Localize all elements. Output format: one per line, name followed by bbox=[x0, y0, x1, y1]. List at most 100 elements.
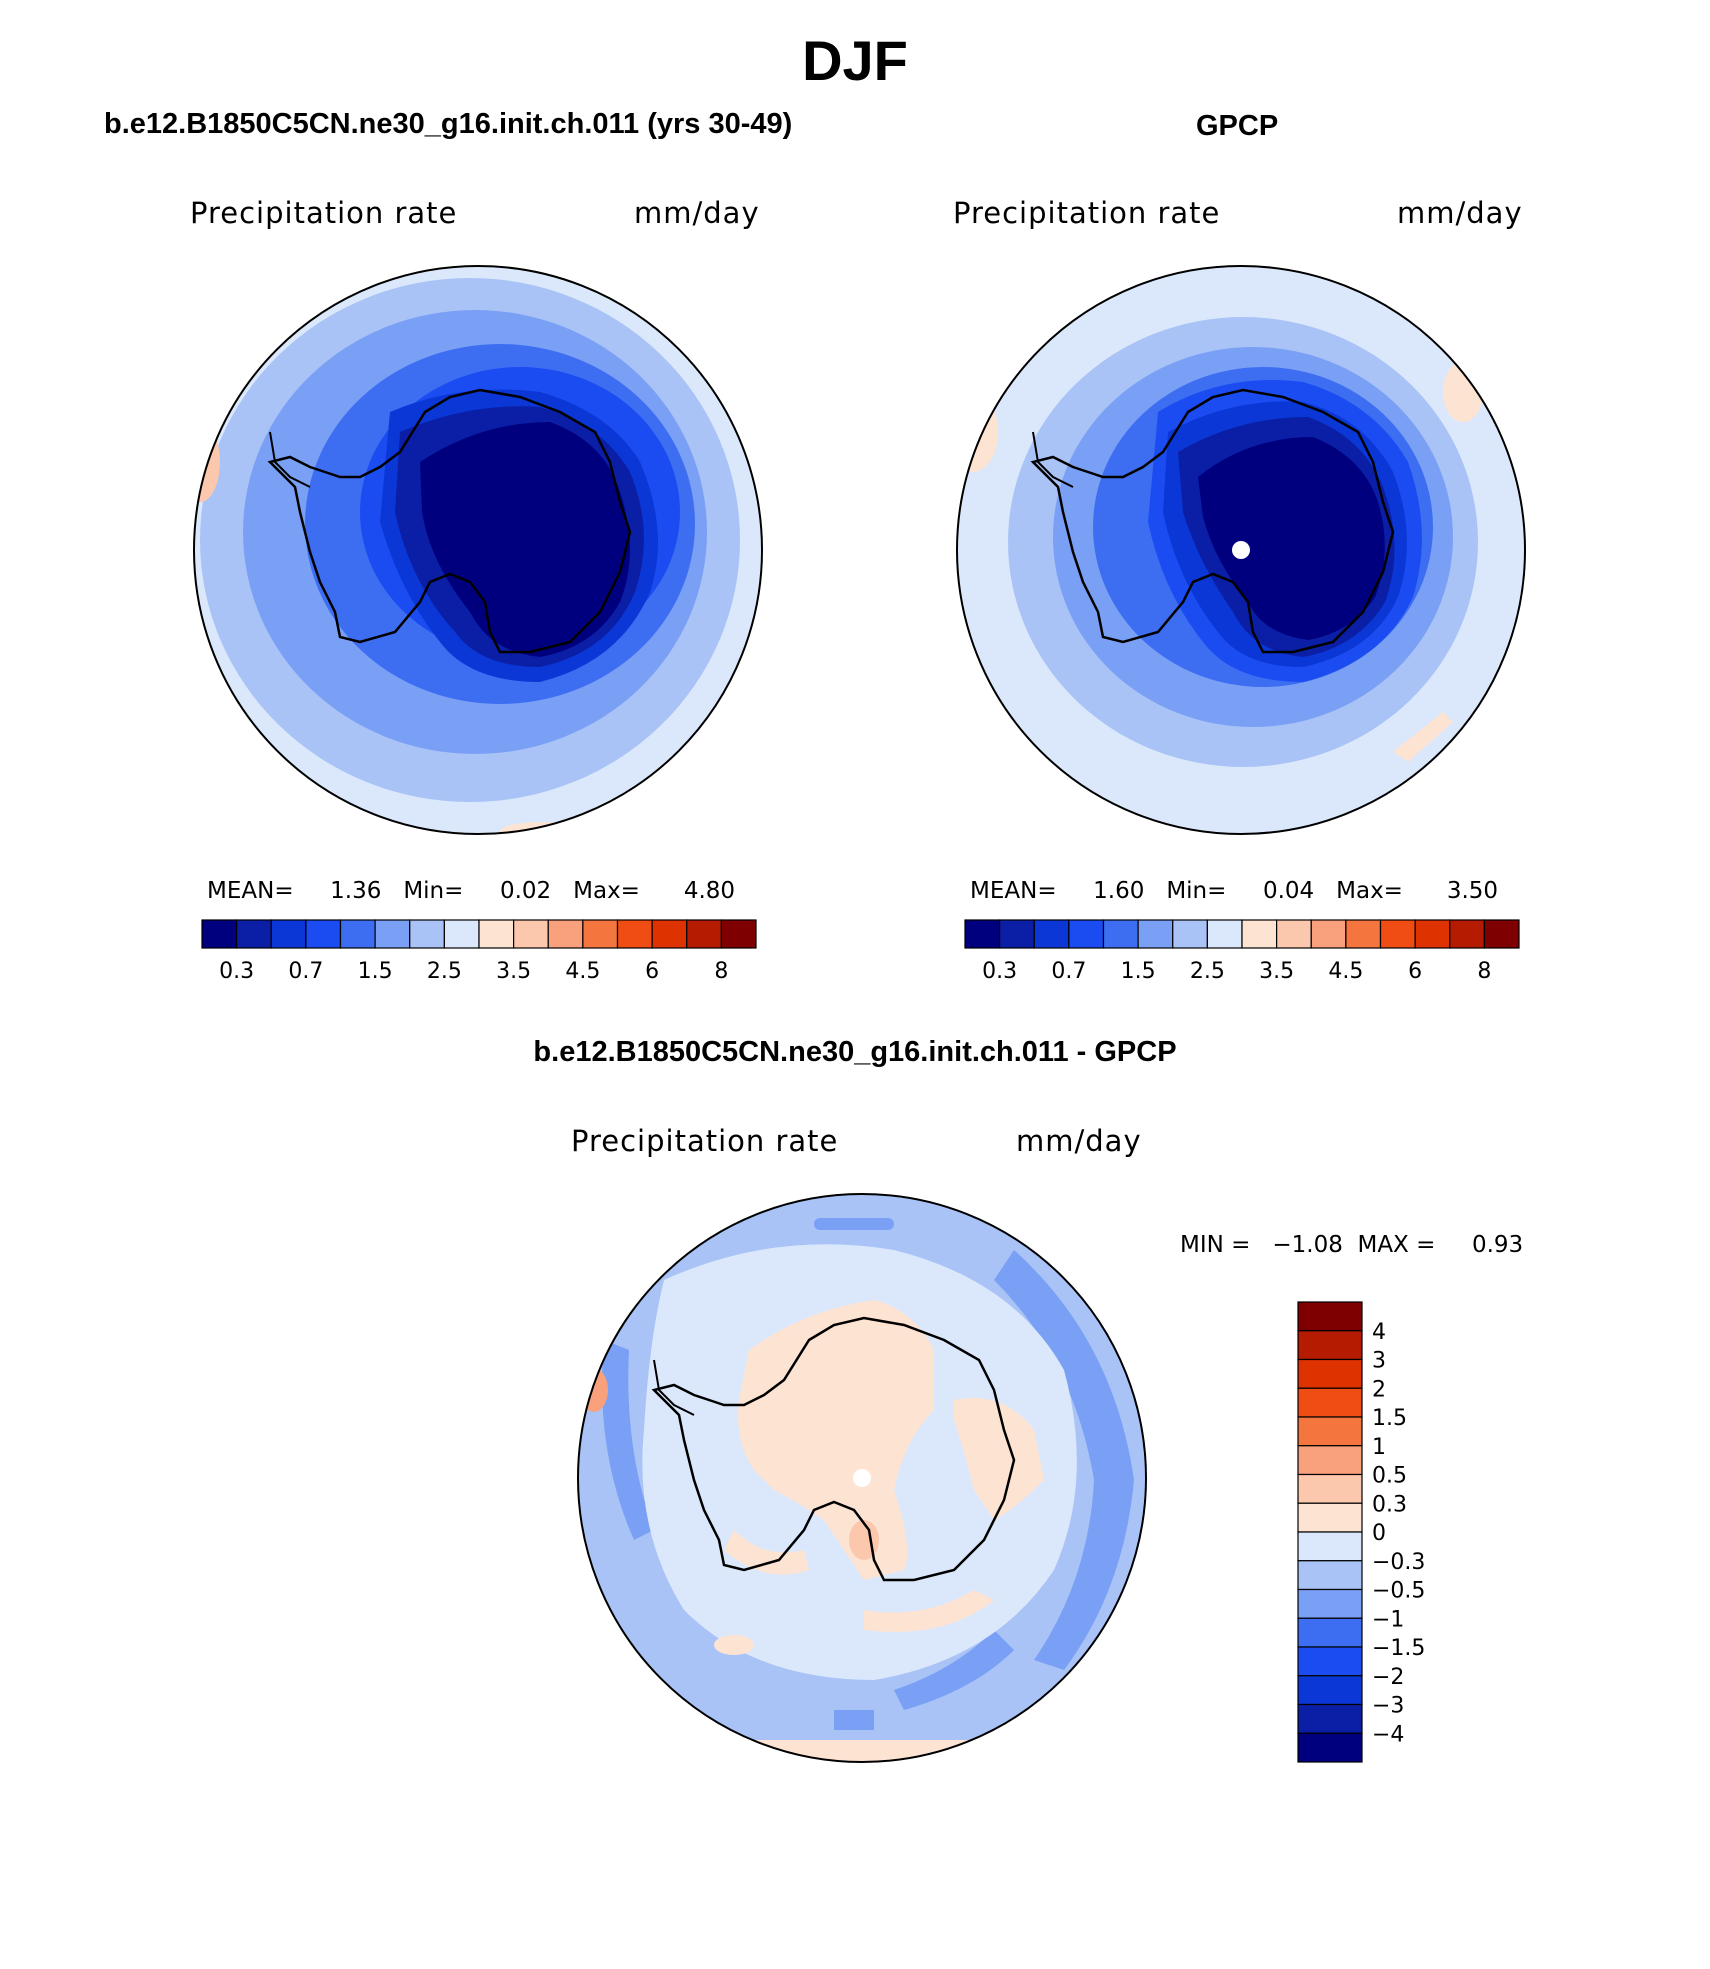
colorbar-label: −4 bbox=[1372, 1722, 1404, 1747]
colorbar-box bbox=[1206, 919, 1243, 949]
colorbar-label: 3.5 bbox=[496, 959, 531, 984]
colorbar-box bbox=[1102, 919, 1139, 949]
colorbar-label: 2.5 bbox=[1190, 959, 1225, 984]
colorbar-box bbox=[1345, 919, 1382, 949]
colorbar-box bbox=[1297, 1387, 1363, 1418]
colorbar-box bbox=[1297, 1531, 1363, 1562]
colorbar-label: 0.3 bbox=[1372, 1492, 1407, 1517]
panel-2-min-label: Min= bbox=[1166, 878, 1227, 904]
panel-3-min-label: MIN = bbox=[1180, 1232, 1251, 1258]
panel-1-max-label: Max= bbox=[573, 878, 640, 904]
colorbar-box bbox=[513, 919, 549, 949]
antarctica-coastline bbox=[267, 388, 632, 654]
panel-2-units: mm/day bbox=[1397, 196, 1523, 230]
colorbar-box bbox=[1033, 919, 1070, 949]
colorbar-box bbox=[686, 919, 722, 949]
panel-3-title: b.e12.B1850C5CN.ne30_g16.init.ch.011 - G… bbox=[533, 1036, 1177, 1068]
colorbar-label: 2 bbox=[1372, 1377, 1386, 1402]
colorbar-label: 3.5 bbox=[1259, 959, 1294, 984]
colorbar-box bbox=[1297, 1502, 1363, 1533]
colorbar-label: 0.5 bbox=[1372, 1464, 1407, 1489]
antarctica-coastline bbox=[1030, 388, 1395, 654]
colorbar-label: 1.5 bbox=[1121, 959, 1156, 984]
colorbar-box bbox=[1297, 1560, 1363, 1591]
panel-2-max-value: 3.50 bbox=[1446, 878, 1499, 904]
colorbar-label: 4.5 bbox=[565, 959, 600, 984]
colorbar-box bbox=[1276, 919, 1312, 949]
colorbar-label: 6 bbox=[645, 959, 659, 984]
colorbar-label: −2 bbox=[1372, 1665, 1404, 1690]
colorbar-box bbox=[1297, 1445, 1363, 1476]
colorbar-box bbox=[236, 919, 272, 949]
colorbar-label: 1.5 bbox=[358, 959, 393, 984]
colorbar-label: −1.5 bbox=[1372, 1636, 1425, 1661]
colorbar-box bbox=[270, 919, 307, 949]
colorbar-box bbox=[409, 919, 445, 949]
colorbar-label: 3 bbox=[1372, 1349, 1386, 1374]
panel-1-max-value: 4.80 bbox=[683, 878, 736, 904]
colorbar-label: 6 bbox=[1408, 959, 1422, 984]
colorbar-label: −1 bbox=[1372, 1607, 1404, 1632]
colorbar-box bbox=[305, 919, 342, 949]
colorbar-box bbox=[1297, 1588, 1363, 1619]
colorbar-label: 4 bbox=[1372, 1320, 1386, 1345]
panel-2-map bbox=[956, 265, 1526, 835]
panel-1-min-value: 0.02 bbox=[499, 878, 552, 904]
panel-1-mean-value: 1.36 bbox=[330, 878, 382, 904]
colorbar-box bbox=[339, 919, 376, 949]
colorbar-label: 0.7 bbox=[288, 959, 323, 984]
panel-1-variable: Precipitation rate bbox=[190, 196, 458, 230]
panel-2-title: GPCP bbox=[1196, 110, 1279, 142]
panel-3-units: mm/day bbox=[1016, 1124, 1142, 1158]
colorbar-box bbox=[443, 919, 480, 949]
panel-3-map bbox=[577, 1193, 1147, 1763]
colorbar-box bbox=[1297, 1358, 1363, 1389]
colorbar-box bbox=[1297, 1301, 1363, 1332]
colorbar-box bbox=[1297, 1646, 1363, 1677]
colorbar-box bbox=[651, 919, 688, 949]
panel-2-mean-value: 1.60 bbox=[1093, 878, 1145, 904]
panel-3-stats: MIN = −1.08 MAX = 0.93 bbox=[1180, 1232, 1523, 1258]
colorbar-box bbox=[1310, 919, 1347, 949]
panel-1-units: mm/day bbox=[634, 196, 760, 230]
panel-3-colorbar: 4 3 2 1.5 1 0.5 0.3 0 −0.3 −0.5 −1 −1.5 −2 −3 −4 bbox=[1297, 1301, 1425, 1763]
colorbar-box bbox=[547, 919, 584, 949]
colorbar-box bbox=[964, 919, 1001, 949]
colorbar-box bbox=[1297, 1675, 1363, 1706]
colorbar-label: −0.5 bbox=[1372, 1579, 1425, 1604]
colorbar-label: 8 bbox=[1477, 959, 1491, 984]
colorbar-box bbox=[478, 919, 515, 949]
panel-2-mean-label: MEAN= bbox=[970, 878, 1057, 904]
panel-1-stats: MEAN= 1.36 Min= 0.02 Max= 4.80 bbox=[207, 878, 735, 904]
panel-2-stats: MEAN= 1.60 Min= 0.04 Max= 3.50 bbox=[970, 878, 1498, 904]
colorbar-box bbox=[1483, 919, 1520, 949]
colorbar-label: 0 bbox=[1372, 1521, 1386, 1546]
panel-1-map bbox=[193, 265, 763, 835]
colorbar-box bbox=[582, 919, 619, 949]
colorbar-box bbox=[1297, 1330, 1363, 1361]
colorbar-box bbox=[999, 919, 1035, 949]
colorbar-box bbox=[1241, 919, 1278, 949]
colorbar-label: 0.3 bbox=[982, 959, 1017, 984]
colorbar-box bbox=[1068, 919, 1105, 949]
colorbar-box bbox=[1137, 919, 1174, 949]
colorbar-box bbox=[1449, 919, 1485, 949]
panel-1-min-label: Min= bbox=[403, 878, 464, 904]
colorbar-box bbox=[201, 919, 238, 949]
colorbar-label: 4.5 bbox=[1328, 959, 1363, 984]
colorbar-box bbox=[1414, 919, 1451, 949]
panel-2-max-label: Max= bbox=[1336, 878, 1403, 904]
colorbar-box bbox=[1297, 1703, 1363, 1734]
panel-3-min-value: −1.08 bbox=[1272, 1232, 1343, 1258]
colorbar-box bbox=[1297, 1416, 1363, 1447]
panel-1-colorbar: 0.3 0.7 1.5 2.5 3.5 4.5 6 8 bbox=[201, 919, 757, 984]
colorbar-box bbox=[616, 919, 653, 949]
colorbar-box bbox=[374, 919, 411, 949]
colorbar-label: 0.7 bbox=[1051, 959, 1086, 984]
panel-2-colorbar: 0.3 0.7 1.5 2.5 3.5 4.5 6 8 bbox=[964, 919, 1520, 984]
panel-2-variable: Precipitation rate bbox=[953, 196, 1221, 230]
colorbar-label: 1.5 bbox=[1372, 1406, 1407, 1431]
panel-1-title: b.e12.B1850C5CN.ne30_g16.init.ch.011 (yr… bbox=[104, 108, 793, 140]
colorbar-label: 0.3 bbox=[219, 959, 254, 984]
colorbar-box bbox=[1297, 1473, 1363, 1504]
